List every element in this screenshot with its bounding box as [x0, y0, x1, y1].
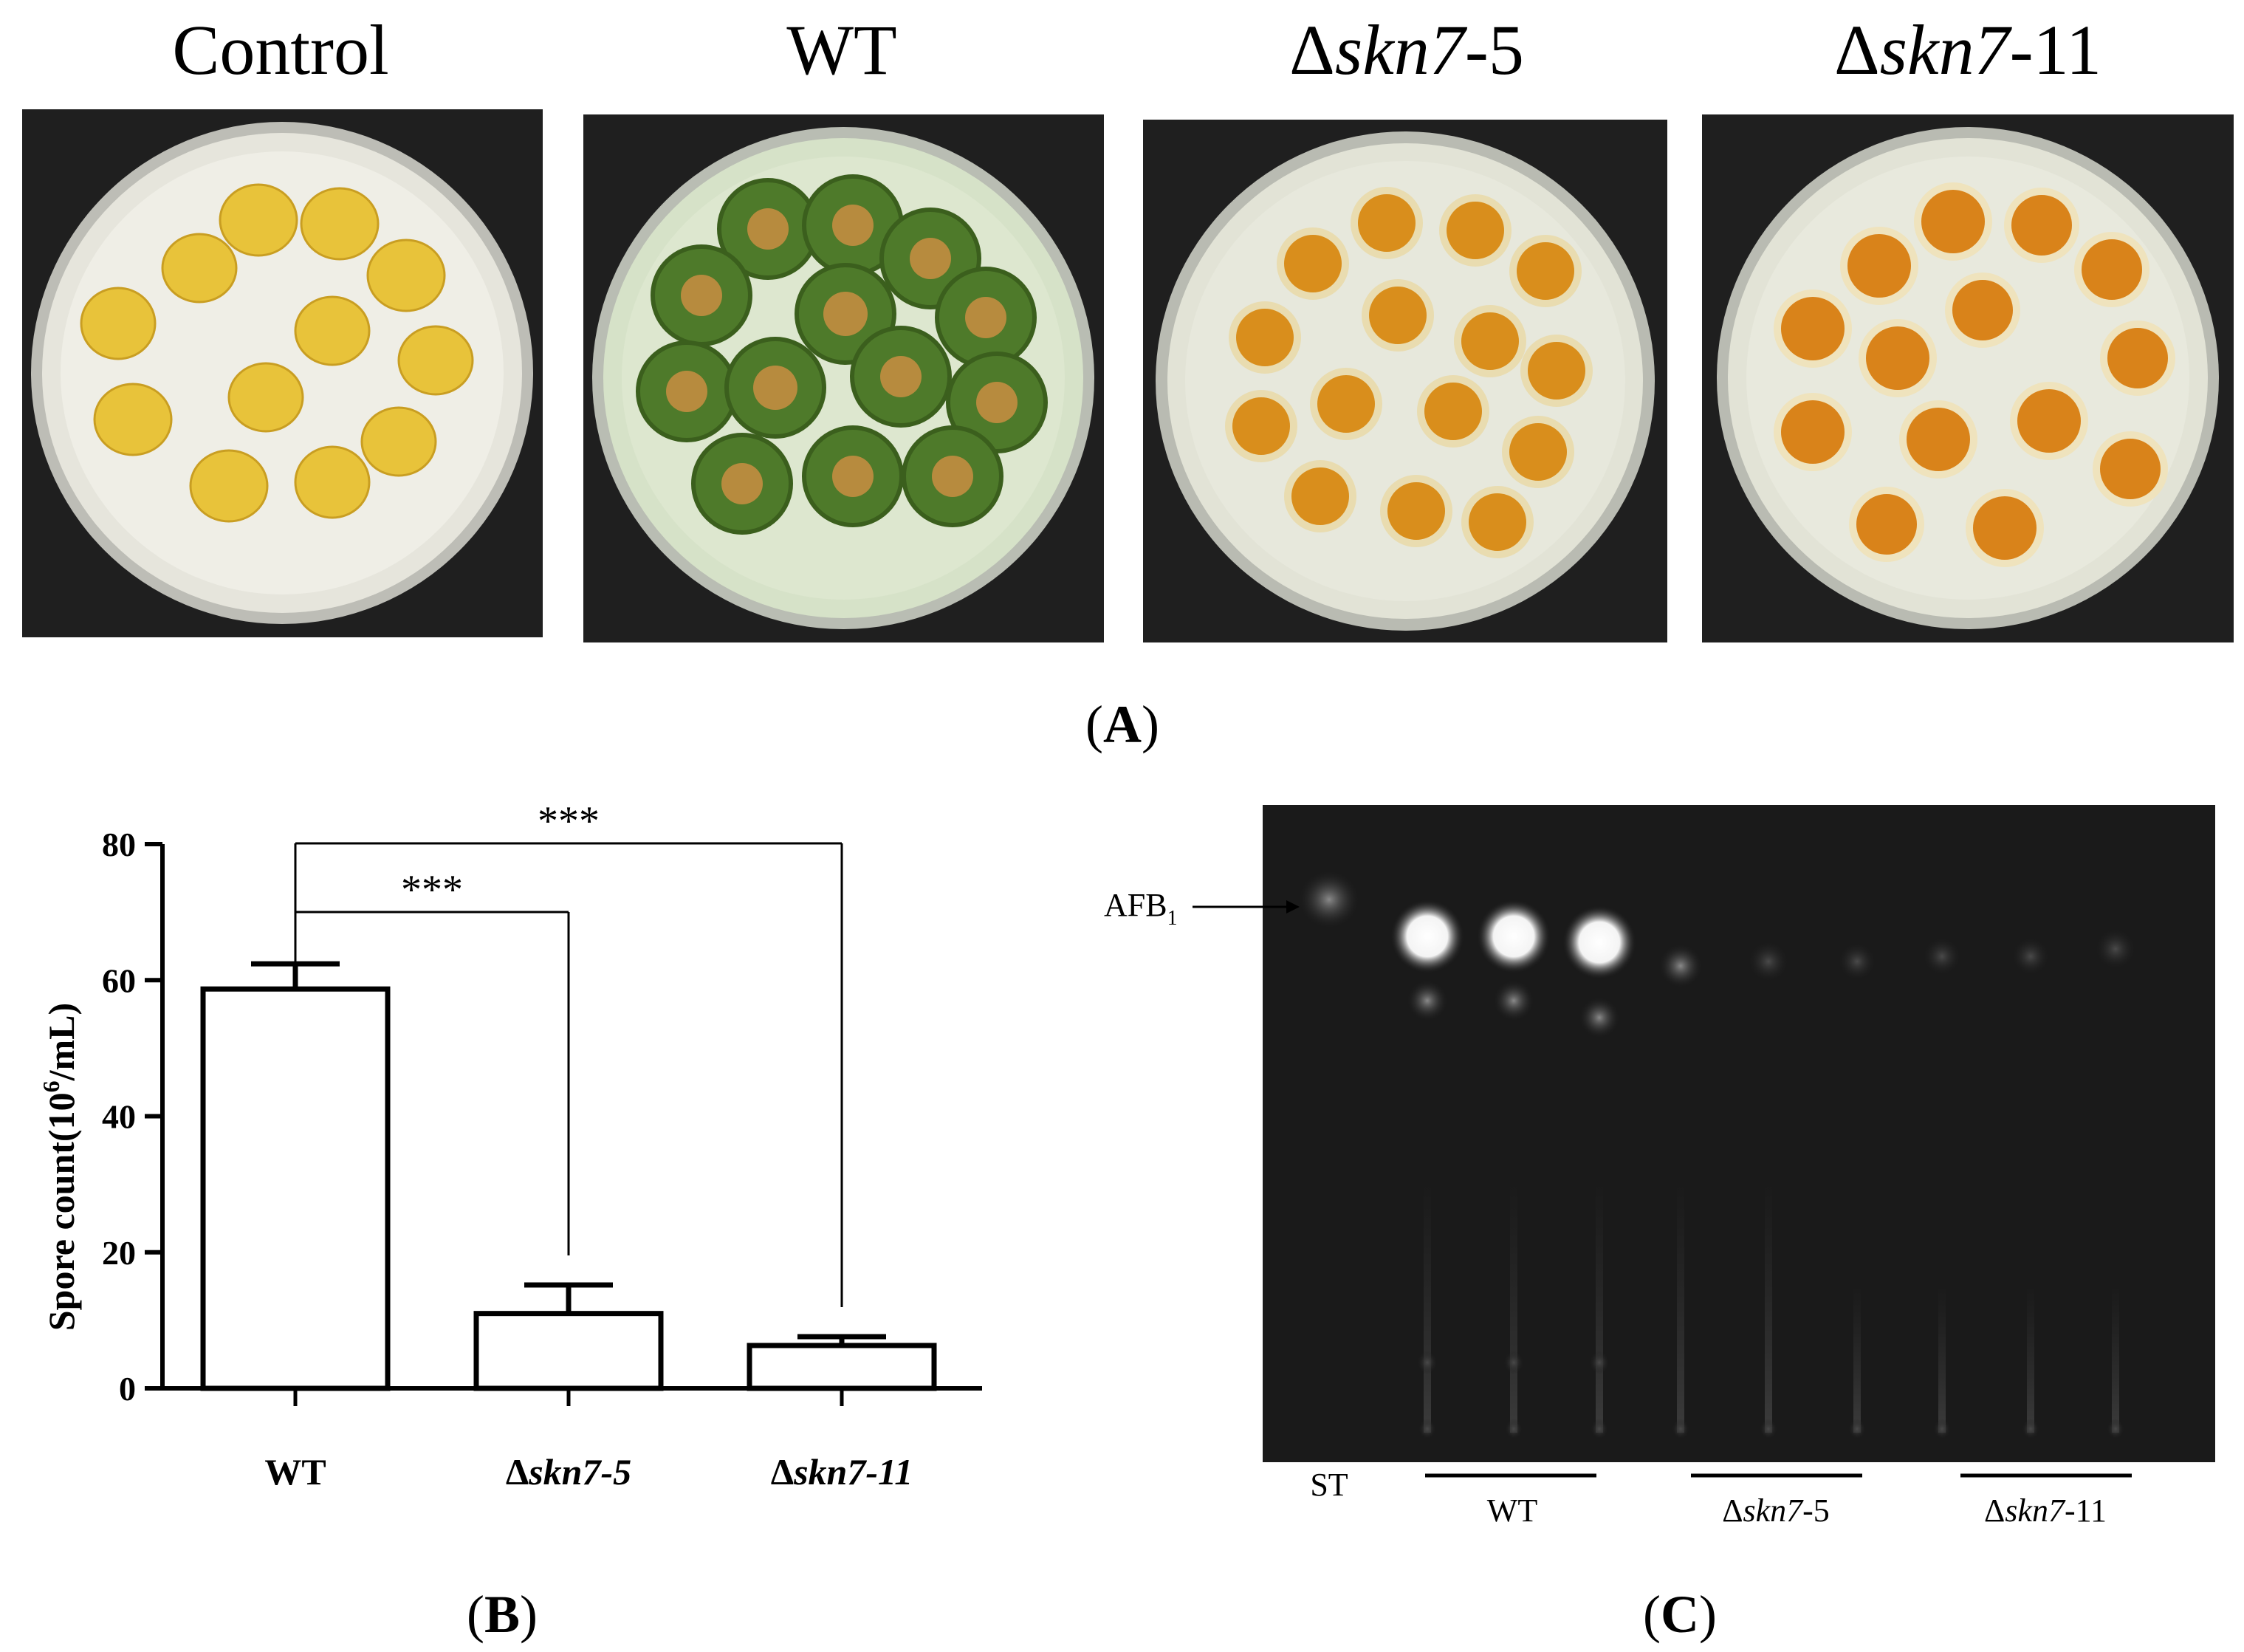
- x-tick-label: Δskn7-5: [506, 1451, 631, 1492]
- wt-spot-3b: [1579, 997, 1620, 1038]
- plate-photo-skn7-11: [1702, 114, 2234, 642]
- panel-b-label: (B): [467, 1585, 538, 1644]
- lane-label-skn7-11: Δskn7-11: [1984, 1492, 2107, 1529]
- skn5-spot-1: [1658, 944, 1703, 988]
- significance-label: ***: [538, 798, 600, 844]
- plate-photo-skn7-5: [1143, 120, 1667, 642]
- y-tick-label: 20: [102, 1234, 136, 1272]
- skn11-spot-1: [1923, 937, 1961, 976]
- bars: [200, 961, 937, 1406]
- plate-title-skn7-5: Δskn7-5: [1289, 10, 1524, 89]
- skn11-spot-2: [2011, 937, 2050, 976]
- skn5-spot-2: [1748, 941, 1789, 982]
- wt-spot-1: [1390, 899, 1464, 973]
- x-tick-label: WT: [264, 1451, 326, 1492]
- wt-spot-1b: [1407, 980, 1448, 1021]
- plate-photo-control: [22, 109, 543, 637]
- y-tick-label: 60: [102, 962, 136, 999]
- x-tick-label: Δskn7-11: [771, 1451, 913, 1492]
- plate-title-wt: WT: [786, 10, 897, 89]
- plate-svg-wt: [592, 127, 1094, 629]
- origin-spots: [1417, 1351, 2124, 1439]
- afb1-arrowhead: [1286, 900, 1300, 914]
- plate-svg-control: [31, 122, 533, 624]
- skn5-spot-3: [1838, 942, 1876, 981]
- wt-spot-2: [1477, 899, 1551, 973]
- plate-svg-skn7-11: [1717, 127, 2219, 629]
- panel-c-label: (C): [1643, 1585, 1717, 1644]
- lane-label-wt: WT: [1487, 1492, 1538, 1529]
- y-tick-label: 80: [102, 826, 136, 863]
- panel-a-label: (A): [1085, 695, 1159, 754]
- significance-brackets: *** ***: [294, 798, 843, 1307]
- bar: [747, 1343, 937, 1391]
- y-tick-label: 0: [119, 1370, 136, 1408]
- plate-svg-skn7-5: [1156, 131, 1655, 631]
- plate-photo-wt: [583, 114, 1104, 642]
- y-axis-title: Spore count(106/mL): [38, 1003, 82, 1331]
- st-spot: [1298, 870, 1360, 929]
- tlc-plate: [1263, 805, 2215, 1462]
- y-ticks: 0 20 40 60 80: [102, 826, 162, 1408]
- kernels-skn7-11: [1774, 182, 2175, 567]
- lane-streaks: [1424, 1182, 2119, 1433]
- plate-title-control: Control: [172, 10, 389, 89]
- lane-label-skn7-5: Δskn7-5: [1722, 1492, 1830, 1529]
- kernels-skn7-5: [1225, 187, 1593, 558]
- bar: [200, 986, 391, 1391]
- kernels-control: [80, 183, 474, 523]
- wt-spot-3: [1562, 905, 1636, 979]
- significance-label: ***: [401, 867, 463, 913]
- afb1-label: AFB1: [1104, 887, 1178, 930]
- kernels-wt: [636, 174, 1048, 535]
- spore-count-chart: 0 20 40 60 80 *** *** WT Δskn7-5 Δskn7-11 Spore…: [38, 798, 982, 1492]
- y-tick-label: 40: [102, 1098, 136, 1136]
- plate-title-skn7-11: Δskn7-11: [1833, 10, 2102, 89]
- lane-label-st: ST: [1310, 1467, 1348, 1503]
- x-tick-labels: WT Δskn7-5 Δskn7-11: [264, 1451, 913, 1492]
- skn11-spot-3: [2095, 928, 2136, 970]
- bar: [473, 1311, 664, 1391]
- wt-spot-2b: [1493, 980, 1534, 1021]
- tlc-figure: AFB1 ST WT Δskn7-5 Δskn7-11: [1104, 805, 2215, 1529]
